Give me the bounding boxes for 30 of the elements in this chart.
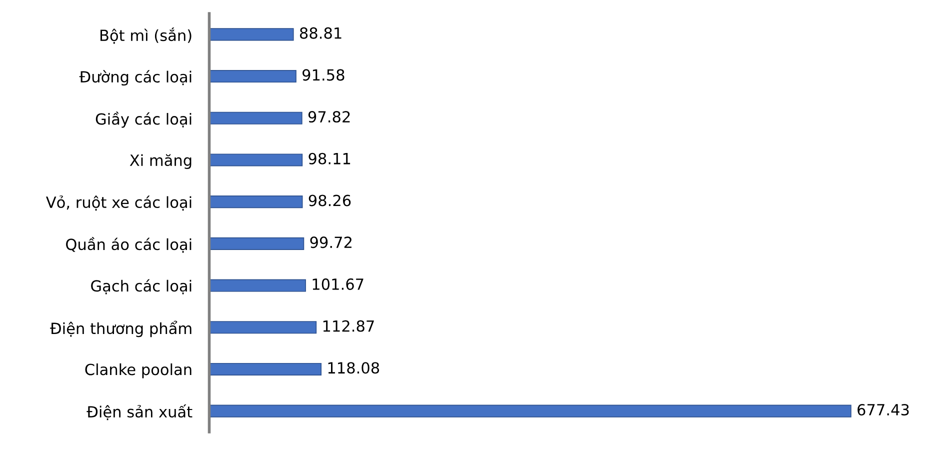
data-label: 88.81 <box>300 27 342 39</box>
bar <box>208 279 306 292</box>
bar <box>208 196 303 208</box>
data-label: 118.08 <box>328 362 380 374</box>
y-tick-label: Giầy các loại <box>96 112 192 128</box>
data-label: 112.87 <box>323 320 374 332</box>
y-tick-label: Quần áo các loại <box>66 237 192 253</box>
y-tick-label: Điện thương phẩm <box>50 320 192 338</box>
bar <box>208 404 852 418</box>
bar <box>208 321 317 334</box>
bar <box>208 237 304 250</box>
data-label: 101.67 <box>312 278 364 290</box>
y-tick-label: Điện sản xuất <box>86 404 192 420</box>
data-label: 677.43 <box>858 404 909 416</box>
data-label: 98.11 <box>308 152 350 164</box>
bar <box>208 28 294 41</box>
y-tick-label: Bột mì (sắn) <box>100 28 192 44</box>
bar <box>208 362 322 376</box>
data-label: 91.58 <box>302 69 344 81</box>
y-tick-label: Clanke poolan <box>85 363 192 378</box>
data-label: 98.26 <box>308 194 351 206</box>
bar <box>208 70 296 83</box>
bar <box>208 112 302 124</box>
data-label: 97.82 <box>308 111 350 123</box>
y-tick-label: Xi măng <box>130 154 192 169</box>
data-label: 99.72 <box>310 236 352 248</box>
y-tick-label: Đường các loại <box>79 70 192 86</box>
bar <box>208 154 303 166</box>
y-tick-label: Vỏ, ruột xe các loại <box>46 195 192 211</box>
y-tick-label: Gạch các loại <box>91 279 192 294</box>
